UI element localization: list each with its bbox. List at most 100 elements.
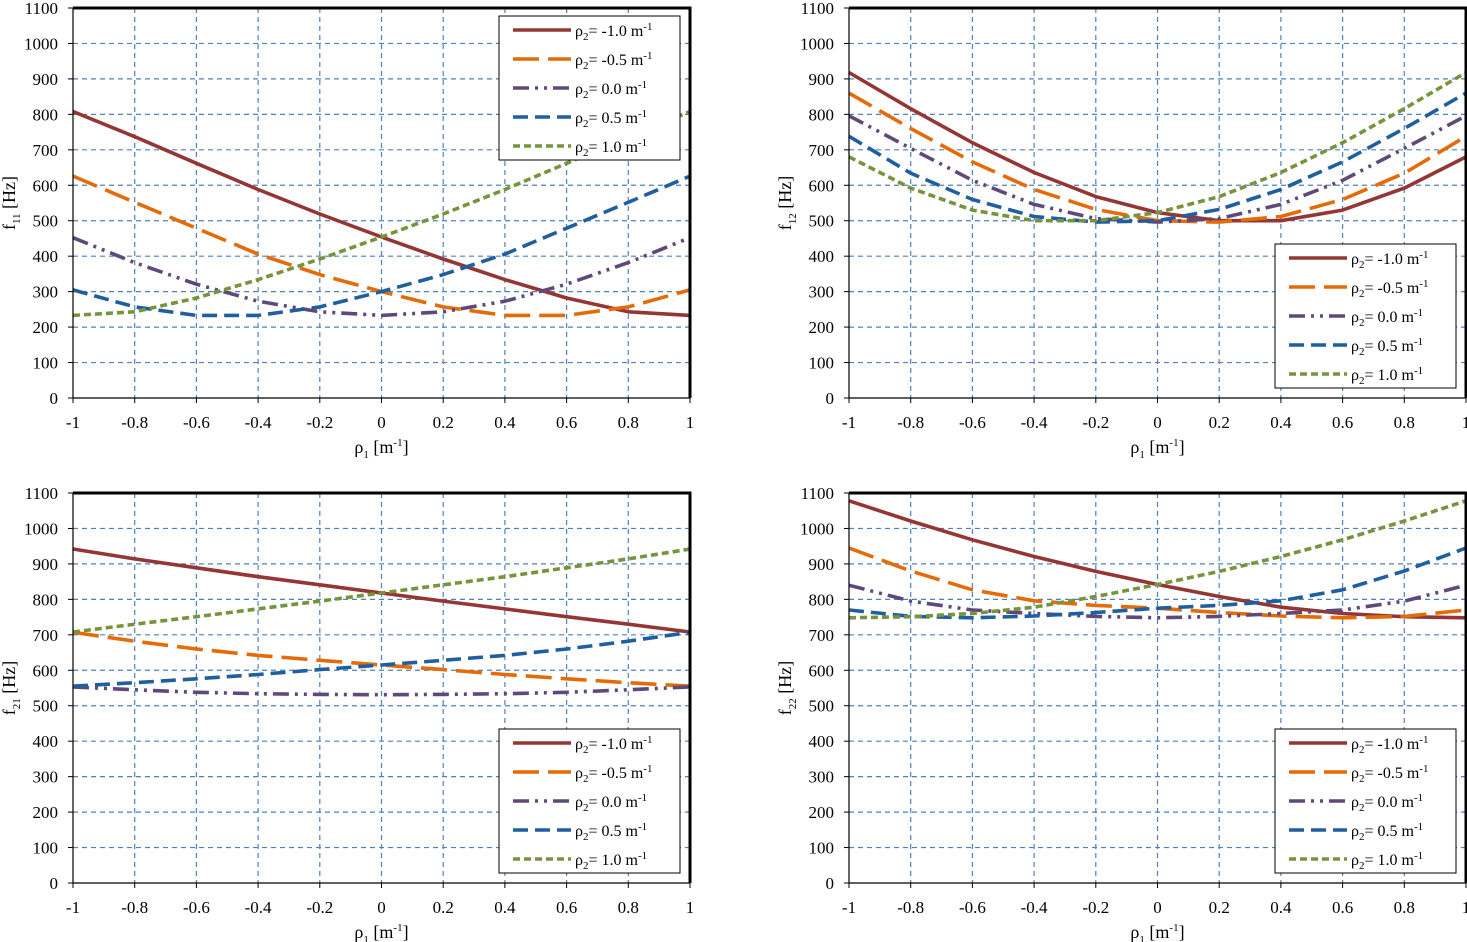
x-tick-label: -0.4: [245, 898, 272, 917]
y-tick-label: 1100: [25, 0, 58, 18]
y-tick-label: 100: [809, 354, 835, 373]
legend-label-2: ρ2= -0.5 m-1: [1351, 278, 1428, 300]
x-tick-label: 0.6: [1332, 898, 1353, 917]
series-line-4: [72, 174, 691, 318]
x-tick-label: 0.8: [618, 413, 639, 432]
y-tick-label: 400: [809, 247, 835, 266]
legend-label-1: ρ2= -1.0 m-1: [575, 21, 652, 43]
y-tick-label: 800: [33, 105, 59, 124]
legend-label-1: ρ2= -1.0 m-1: [1351, 734, 1428, 756]
y-tick-label: 1000: [24, 519, 58, 538]
x-tick-label: 1: [686, 413, 695, 432]
x-tick-label: -1: [842, 413, 856, 432]
series-line-4: [848, 546, 1467, 620]
y-tick-label: 100: [33, 354, 59, 373]
series-line-2: [848, 91, 1467, 224]
y-tick-label: 100: [33, 839, 59, 858]
series-line-3: [72, 236, 691, 318]
y-tick-label: 1000: [800, 519, 834, 538]
x-tick-label: 0.4: [494, 898, 516, 917]
y-tick-label: 700: [809, 141, 835, 160]
legend-label-2: ρ2= -0.5 m-1: [575, 763, 652, 785]
x-tick-label: 0.8: [1394, 898, 1415, 917]
x-tick-label: 0: [1153, 898, 1162, 917]
chart-panel-3: -1 -0.8 -0.6 -0.4 -0.2 0 0.2 0.4 0.6 0.8 1 0 100 200 3…: [0, 484, 694, 942]
y-tick-label: 600: [809, 176, 835, 195]
y-axis-label: f11 [Hz]: [0, 176, 23, 230]
y-tick-label: 400: [33, 247, 59, 266]
legend-label-4: ρ2= 0.5 m-1: [575, 821, 647, 843]
x-tick-label: 0.8: [618, 898, 639, 917]
legend: ρ2= -1.0 m-1 ρ2= -0.5 m-1 ρ2= 0.0 m-1 ρ2= 0…: [1274, 243, 1457, 389]
y-tick-label: 600: [809, 661, 835, 680]
series-line-3: [848, 114, 1467, 224]
x-tick-label: -0.4: [245, 413, 272, 432]
y-tick-label: 1000: [24, 34, 58, 53]
x-tick-label: -1: [66, 413, 80, 432]
legend-label-5: ρ2= 1.0 m-1: [1351, 850, 1423, 872]
y-tick-label: 800: [809, 105, 835, 124]
y-tick-label: 0: [50, 389, 59, 408]
y-tick-label: 700: [33, 141, 59, 160]
y-axis-label: f22 [Hz]: [775, 661, 799, 715]
legend-box: [498, 728, 681, 874]
legend-label-2: ρ2= -0.5 m-1: [575, 50, 652, 72]
x-tick-label: 0.8: [1394, 413, 1415, 432]
y-tick-label: 1000: [800, 34, 834, 53]
legend-label-4: ρ2= 0.5 m-1: [1351, 336, 1423, 358]
y-tick-label: 500: [33, 697, 59, 716]
y-tick-label: 1100: [25, 484, 58, 503]
y-tick-label: 300: [33, 283, 59, 302]
series-line-4: [72, 630, 691, 688]
y-tick-label: 800: [809, 590, 835, 609]
grid: [73, 493, 690, 883]
x-tick-label: 0.4: [494, 413, 516, 432]
x-tick-label: -0.4: [1021, 898, 1048, 917]
legend-box: [1274, 728, 1457, 874]
y-axis-label: f21 [Hz]: [0, 661, 23, 715]
legend-box: [1274, 243, 1457, 389]
x-tick-label: 0: [377, 898, 386, 917]
x-tick-label: -0.6: [959, 898, 986, 917]
y-tick-label: 500: [809, 212, 835, 231]
x-tick-label: -0.6: [959, 413, 986, 432]
y-tick-label: 600: [33, 661, 59, 680]
y-tick-label: 700: [809, 626, 835, 645]
x-tick-label: -0.2: [306, 413, 333, 432]
y-tick-label: 700: [33, 626, 59, 645]
y-tick-label: 300: [809, 283, 835, 302]
x-tick-label: 1: [686, 898, 695, 917]
x-axis-label: ρ1 [m-1]: [1130, 437, 1184, 461]
legend-label-1: ρ2= -1.0 m-1: [1351, 249, 1428, 271]
x-tick-label: -0.6: [183, 898, 210, 917]
x-tick-label: 0: [1153, 413, 1162, 432]
x-tick-label: -0.2: [1082, 413, 1109, 432]
legend-label-3: ρ2= 0.0 m-1: [575, 79, 647, 101]
x-axis-label: ρ1 [m-1]: [354, 922, 408, 942]
y-tick-label: 200: [33, 803, 59, 822]
legend-label-1: ρ2= -1.0 m-1: [575, 734, 652, 756]
y-tick-label: 500: [33, 212, 59, 231]
chart-panel-2: -1 -0.8 -0.6 -0.4 -0.2 0 0.2 0.4 0.6 0.8 1 0 100 200 3…: [775, 0, 1467, 461]
x-tick-label: 0.4: [1270, 898, 1292, 917]
y-tick-label: 500: [809, 697, 835, 716]
y-tick-label: 1100: [801, 484, 834, 503]
legend-label-4: ρ2= 0.5 m-1: [1351, 821, 1423, 843]
x-tick-label: -0.2: [306, 898, 333, 917]
y-tick-label: 900: [33, 70, 59, 89]
y-tick-label: 400: [809, 732, 835, 751]
legend: ρ2= -1.0 m-1 ρ2= -0.5 m-1 ρ2= 0.0 m-1 ρ2= 0…: [498, 15, 681, 161]
x-tick-label: 0.6: [556, 413, 577, 432]
x-tick-label: 0.2: [1209, 413, 1230, 432]
chart-panel-4: -1 -0.8 -0.6 -0.4 -0.2 0 0.2 0.4 0.6 0.8 1 0 100 200 3…: [775, 484, 1467, 942]
series-line-5: [848, 499, 1467, 620]
y-tick-label: 300: [809, 768, 835, 787]
x-tick-label: -1: [842, 898, 856, 917]
x-tick-label: 0.2: [433, 898, 454, 917]
y-tick-label: 900: [809, 70, 835, 89]
x-tick-label: -0.4: [1021, 413, 1048, 432]
x-tick-label: -0.6: [183, 413, 210, 432]
y-tick-label: 800: [33, 590, 59, 609]
legend: ρ2= -1.0 m-1 ρ2= -0.5 m-1 ρ2= 0.0 m-1 ρ2= 0…: [1274, 728, 1457, 874]
